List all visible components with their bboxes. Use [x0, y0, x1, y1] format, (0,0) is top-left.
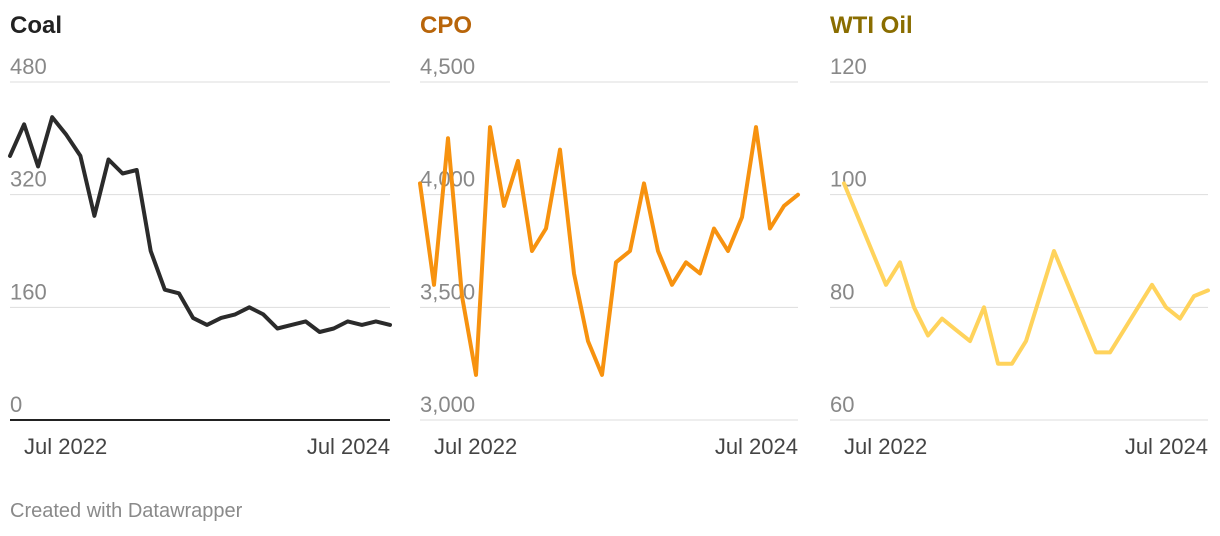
chart-title: WTI Oil	[830, 12, 913, 39]
y-tick-label: 0	[10, 392, 22, 417]
y-tick-label: 3,500	[420, 279, 475, 304]
chart-title: Coal	[10, 12, 62, 39]
y-tick-label: 4,000	[420, 167, 475, 192]
x-tick-label: Jul 2022	[24, 434, 107, 459]
y-tick-label: 4,500	[420, 54, 475, 79]
y-tick-label: 100	[830, 167, 867, 192]
chart-panel-3: WTI Oil 60 80 100 120 Jul 2022 Jul 2024	[830, 12, 1210, 459]
y-tick-label: 80	[830, 279, 854, 304]
chart-panel-1: Coal 0 160 320 480 Jul 2022 Jul 2024	[8, 12, 392, 459]
series-line	[418, 125, 800, 377]
x-tick-label: Jul 2024	[715, 434, 798, 459]
series-line	[842, 181, 1210, 366]
y-tick-label: 120	[830, 54, 867, 79]
y-tick-label: 480	[10, 54, 47, 79]
x-tick-label: Jul 2022	[844, 434, 927, 459]
footer-credit: Created with Datawrapper	[10, 500, 243, 522]
x-tick-label: Jul 2024	[307, 434, 390, 459]
x-tick-label: Jul 2022	[434, 434, 517, 459]
y-tick-label: 160	[10, 279, 47, 304]
y-tick-label: 320	[10, 167, 47, 192]
y-tick-label: 3,000	[420, 392, 475, 417]
series-line	[8, 115, 392, 334]
charts-container: Coal 0 160 320 480 Jul 2022 Jul 2024 CPO 3,000 3,…	[8, 12, 1210, 459]
chart-panel-2: CPO 3,000 3,500 4,000 4,500 Jul 2022 Jul 2024	[418, 12, 800, 459]
y-tick-label: 60	[830, 392, 854, 417]
chart-title: CPO	[420, 12, 472, 39]
x-tick-label: Jul 2024	[1125, 434, 1208, 459]
